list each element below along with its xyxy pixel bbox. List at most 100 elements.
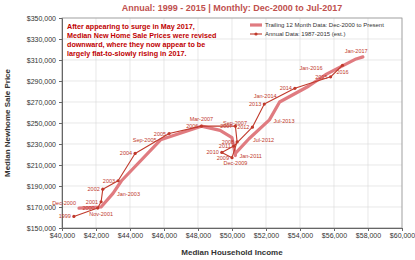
y-tick-label: $350,000	[27, 15, 56, 22]
series-marker	[117, 179, 120, 182]
x-tick-mark	[402, 228, 403, 231]
point-label: 2016	[336, 69, 348, 75]
x-tick-label: $56,000	[322, 232, 347, 239]
y-tick: $290,000	[27, 78, 62, 85]
point-label: 2001	[86, 199, 98, 205]
point-label: 2009	[217, 155, 229, 161]
x-tick: $42,000	[84, 228, 109, 239]
x-tick-mark	[164, 228, 165, 231]
x-tick-label: $52,000	[254, 232, 279, 239]
point-label: 2002	[88, 186, 100, 192]
y-tick-label: $150,000	[27, 225, 56, 232]
point-label: Jul-2012	[253, 137, 274, 143]
point-label: Jan-2011	[239, 153, 262, 159]
point-label: Nov-2001	[89, 211, 113, 217]
series-marker	[200, 125, 203, 128]
series-marker	[101, 188, 104, 191]
y-grid-line	[62, 102, 402, 103]
x-tick: $48,000	[186, 228, 211, 239]
grid	[62, 18, 402, 228]
y-tick-mark	[59, 81, 62, 82]
x-tick-label: $60,000	[390, 232, 415, 239]
y-tick-mark	[59, 123, 62, 124]
y-tick: $150,000	[27, 225, 62, 232]
y-tick-label: $190,000	[27, 183, 56, 190]
x-tick-label: $44,000	[118, 232, 143, 239]
legend-swatch	[250, 23, 262, 26]
x-tick-mark	[368, 228, 369, 231]
point-label: 1999	[59, 213, 71, 219]
legend-marker	[254, 32, 257, 35]
y-tick-label: $250,000	[27, 120, 56, 127]
x-tick: $60,000	[390, 228, 415, 239]
x-tick-label: $46,000	[152, 232, 177, 239]
x-tick-label: $54,000	[288, 232, 313, 239]
x-tick: $44,000	[118, 228, 143, 239]
series-line	[74, 65, 343, 216]
y-tick-mark	[59, 39, 62, 40]
point-label: 2000	[82, 205, 94, 211]
series-marker	[220, 151, 223, 154]
series-marker	[293, 87, 296, 90]
y-tick-mark	[59, 60, 62, 61]
y-tick-mark	[59, 102, 62, 103]
y-grid-line	[62, 207, 402, 208]
series-marker	[341, 64, 344, 67]
x-tick-label: $58,000	[356, 232, 381, 239]
y-tick-mark	[59, 207, 62, 208]
y-tick-label: $270,000	[27, 99, 56, 106]
y-tick: $350,000	[27, 15, 62, 22]
series-marker	[236, 140, 239, 143]
point-label: 2014	[280, 85, 292, 91]
y-tick-label: $330,000	[27, 36, 56, 43]
x-tick-mark	[232, 228, 233, 231]
y-grid-line	[62, 186, 402, 187]
point-label: Jan-2016	[300, 65, 323, 71]
y-tick-mark	[59, 186, 62, 187]
x-tick-label: $42,000	[84, 232, 109, 239]
series-marker	[72, 215, 75, 218]
series-marker	[100, 200, 103, 203]
y-grid-line	[62, 81, 402, 82]
y-tick: $310,000	[27, 57, 62, 64]
series-marker	[134, 152, 137, 155]
x-tick-mark	[198, 228, 199, 231]
annotation: After appearing to surge in May 2017,Med…	[67, 22, 216, 58]
plot-frame	[62, 18, 402, 228]
x-tick-mark	[96, 228, 97, 231]
x-tick: $58,000	[356, 228, 381, 239]
y-tick-mark	[59, 228, 62, 229]
legend-label: Trailing 12 Month Data: Dec-2000 to Pres…	[265, 22, 384, 28]
point-label: 2004	[120, 150, 132, 156]
point-label: Jan-2017	[345, 48, 368, 54]
y-tick-mark	[59, 18, 62, 19]
point-label: Sep-2005	[133, 137, 157, 143]
x-tick: $52,000	[254, 228, 279, 239]
series-marker	[251, 126, 254, 129]
y-tick-mark	[59, 165, 62, 166]
point-label: 2005	[154, 131, 166, 137]
point-label: 2013	[249, 101, 261, 107]
x-tick-label: $40,000	[50, 232, 75, 239]
point-label: Mar-2007	[190, 116, 214, 122]
y-axis-line	[59, 19, 63, 229]
x-tick-label: $50,000	[220, 232, 245, 239]
x-tick-mark	[300, 228, 301, 231]
legend: Trailing 12 Month Data: Dec-2000 to Pres…	[250, 22, 384, 37]
x-tick-mark	[334, 228, 335, 231]
chart: $40,000 $42,000 $44,000 $46,000 $48,000 $50,0…	[0, 0, 415, 260]
plot-area	[72, 57, 363, 218]
title: Annual: 1999 - 2015 | Monthly: Dec-2000 …	[122, 3, 343, 13]
x-tick-mark	[266, 228, 267, 231]
x-tick: $54,000	[288, 228, 313, 239]
x-tick: $46,000	[152, 228, 177, 239]
y-tick-label: $210,000	[27, 162, 56, 169]
annotation-line: largely flat-to-slowly rising in 2017.	[67, 49, 186, 58]
point-label: 2007	[220, 123, 232, 129]
y-tick: $330,000	[27, 36, 62, 43]
x-axis-line	[63, 229, 403, 232]
point-label: 2015	[315, 74, 327, 80]
series-marker	[96, 206, 99, 209]
series-marker	[329, 75, 332, 78]
annotation-line: Median New Home Sale Prices were revised	[67, 31, 216, 40]
